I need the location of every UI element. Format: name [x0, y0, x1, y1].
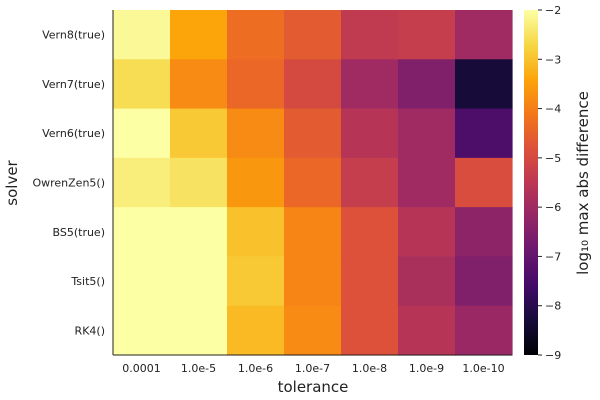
heatmap-cell	[284, 207, 342, 258]
heatmap-cell	[113, 207, 171, 258]
heatmap-cell	[113, 10, 171, 60]
heatmap-cell	[284, 305, 342, 356]
heatmap-cell	[113, 108, 171, 159]
heatmap-cell	[170, 256, 228, 307]
x-tick-label: 1.0e-6	[238, 362, 273, 375]
heatmap-cell	[284, 108, 342, 159]
colorbar	[524, 10, 538, 355]
heatmap-cell	[113, 157, 171, 208]
x-tick-label: 1.0e-5	[181, 362, 216, 375]
y-tick-label: Tsit5()	[70, 275, 105, 288]
heatmap-cell	[341, 256, 399, 307]
y-tick-label: BS5(true)	[53, 226, 106, 239]
heatmap-cell	[455, 207, 513, 258]
heatmap-cell	[284, 59, 342, 110]
x-tick-label: 1.0e-9	[409, 362, 444, 375]
colorbar-title: log₁₀ max abs difference	[574, 91, 592, 275]
colorbar-tick-label: −8	[545, 300, 561, 313]
heatmap-cell	[227, 59, 285, 110]
heatmap-cell	[113, 256, 171, 307]
heatmap-cell	[170, 305, 228, 356]
heatmap-cell	[113, 59, 171, 110]
heatmap-cell	[170, 157, 228, 208]
heatmap-cell	[170, 10, 228, 60]
heatmap-cell	[284, 157, 342, 208]
x-axis-title: tolerance	[278, 378, 349, 396]
heatmap-cell	[170, 108, 228, 159]
heatmap-cell	[227, 256, 285, 307]
colorbar-tick-label: −9	[545, 349, 561, 362]
x-tick-label: 1.0e-8	[352, 362, 387, 375]
heatmap-cell	[398, 157, 456, 208]
y-tick-label: OwrenZen5()	[32, 177, 105, 190]
heatmap-cell	[113, 305, 171, 356]
heatmap-cell	[398, 207, 456, 258]
y-tick-label: Vern8(true)	[42, 29, 105, 42]
heatmap-cell	[455, 108, 513, 159]
x-tick-label: 1.0e-7	[295, 362, 330, 375]
heatmap-cells	[113, 10, 513, 356]
heatmap-cell	[455, 305, 513, 356]
heatmap-cell	[284, 256, 342, 307]
heatmap-cell	[341, 10, 399, 60]
y-tick-label: Vern7(true)	[42, 78, 105, 91]
colorbar-ticks: −9 −8 −7 −6 −5 −4 −3 −2	[538, 4, 561, 362]
heatmap-cell	[170, 59, 228, 110]
y-tick-label: RK4()	[75, 324, 105, 337]
heatmap-cell	[398, 256, 456, 307]
x-tick-label: 1.0e-10	[462, 362, 504, 375]
colorbar-tick-label: −5	[545, 152, 561, 165]
heatmap-cell	[170, 207, 228, 258]
heatmap-cell	[455, 10, 513, 60]
colorbar-tick-label: −4	[545, 103, 561, 116]
heatmap-cell	[455, 157, 513, 208]
heatmap-cell	[455, 59, 513, 110]
heatmap-cell	[227, 108, 285, 159]
colorbar-tick-label: −2	[545, 4, 561, 17]
heatmap-cell	[398, 108, 456, 159]
heatmap-cell	[341, 305, 399, 356]
heatmap-cell	[227, 157, 285, 208]
colorbar-tick-label: −7	[545, 250, 561, 263]
y-tick-label: Vern6(true)	[42, 127, 105, 140]
heatmap-cell	[341, 59, 399, 110]
heatmap-cell	[398, 305, 456, 356]
heatmap-cell	[341, 207, 399, 258]
y-tick-labels: Vern8(true) Vern7(true) Vern6(true) OwrenZe…	[32, 29, 105, 338]
colorbar-tick-label: −6	[545, 201, 561, 214]
x-tick-labels: 0.0001 1.0e-5 1.0e-6 1.0e-7 1.0e-8 1.0e-9 1.0e…	[122, 362, 504, 375]
heatmap-cell	[341, 108, 399, 159]
heatmap-cell	[284, 10, 342, 60]
heatmap-cell	[227, 207, 285, 258]
heatmap-cell	[455, 256, 513, 307]
y-axis-title: solver	[3, 159, 21, 205]
x-tick-label: 0.0001	[122, 362, 161, 375]
heatmap-cell	[227, 305, 285, 356]
heatmap-cell	[398, 10, 456, 60]
colorbar-tick-label: −3	[545, 53, 561, 66]
heatmap-cell	[341, 157, 399, 208]
heatmap-cell	[227, 10, 285, 60]
heatmap-cell	[398, 59, 456, 110]
